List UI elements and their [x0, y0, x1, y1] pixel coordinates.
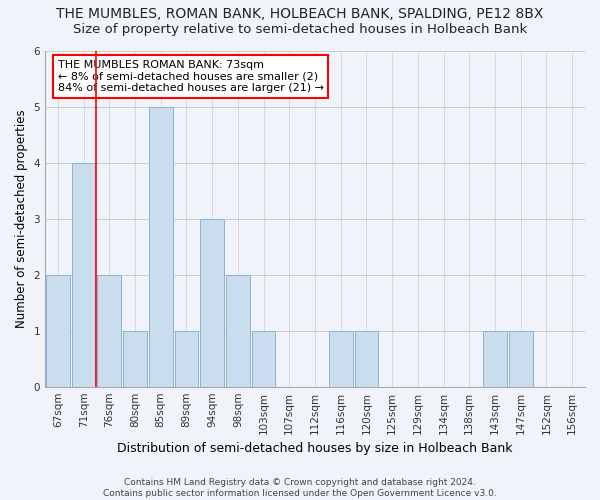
Text: Contains HM Land Registry data © Crown copyright and database right 2024.
Contai: Contains HM Land Registry data © Crown c…: [103, 478, 497, 498]
Bar: [329, 331, 353, 386]
Bar: [509, 331, 533, 386]
Bar: [46, 275, 70, 386]
Bar: [123, 331, 147, 386]
Bar: [72, 163, 95, 386]
Bar: [149, 108, 173, 386]
Bar: [175, 331, 198, 386]
Bar: [226, 275, 250, 386]
Bar: [200, 219, 224, 386]
Text: THE MUMBLES, ROMAN BANK, HOLBEACH BANK, SPALDING, PE12 8BX: THE MUMBLES, ROMAN BANK, HOLBEACH BANK, …: [56, 8, 544, 22]
Bar: [252, 331, 275, 386]
X-axis label: Distribution of semi-detached houses by size in Holbeach Bank: Distribution of semi-detached houses by …: [117, 442, 513, 455]
Y-axis label: Number of semi-detached properties: Number of semi-detached properties: [15, 110, 28, 328]
Bar: [97, 275, 121, 386]
Text: THE MUMBLES ROMAN BANK: 73sqm
← 8% of semi-detached houses are smaller (2)
84% o: THE MUMBLES ROMAN BANK: 73sqm ← 8% of se…: [58, 60, 324, 93]
Text: Size of property relative to semi-detached houses in Holbeach Bank: Size of property relative to semi-detach…: [73, 22, 527, 36]
Bar: [355, 331, 378, 386]
Bar: [483, 331, 507, 386]
